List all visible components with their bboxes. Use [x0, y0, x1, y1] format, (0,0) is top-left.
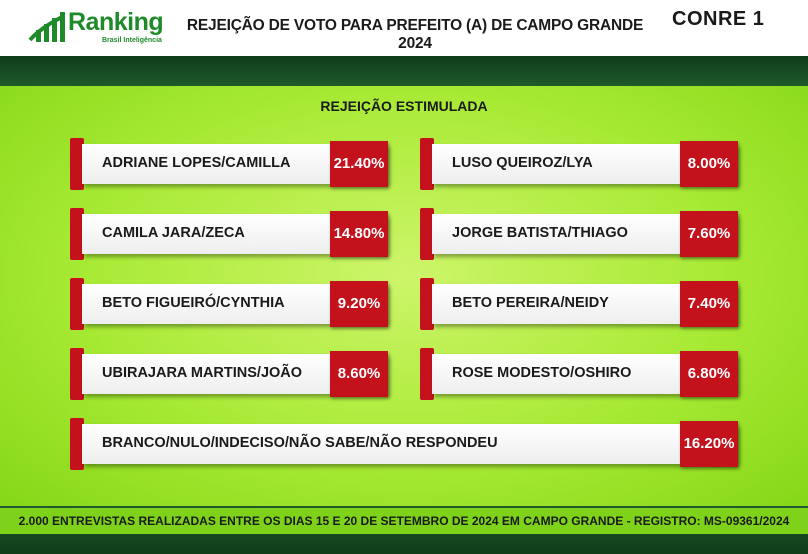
- result-card: ADRIANE LOPES/CAMILLA 21.40%: [70, 138, 388, 190]
- result-card: BRANCO/NULO/INDECISO/NÃO SABE/NÃO RESPON…: [70, 418, 738, 470]
- card-red-tab: [420, 208, 434, 260]
- conre-logo: CONRE 1: [672, 8, 792, 48]
- candidate-label: BETO FIGUEIRÓ/CYNTHIA: [102, 295, 285, 311]
- card-body: BETO PEREIRA/NEIDY 7.40%: [432, 281, 738, 327]
- candidate-label: BRANCO/NULO/INDECISO/NÃO SABE/NÃO RESPON…: [102, 435, 498, 451]
- result-card: BETO FIGUEIRÓ/CYNTHIA 9.20%: [70, 278, 388, 330]
- rejection-value: 9.20%: [330, 281, 388, 327]
- card-body: BRANCO/NULO/INDECISO/NÃO SABE/NÃO RESPON…: [82, 421, 738, 467]
- card-body: ADRIANE LOPES/CAMILLA 21.40%: [82, 141, 388, 187]
- card-body: ROSE MODESTO/OSHIRO 6.80%: [432, 351, 738, 397]
- result-card: JORGE BATISTA/THIAGO 7.60%: [420, 208, 738, 260]
- result-card: ROSE MODESTO/OSHIRO 6.80%: [420, 348, 738, 400]
- ranking-chart-icon: [28, 12, 65, 42]
- card-red-tab: [70, 208, 84, 260]
- card-body: BETO FIGUEIRÓ/CYNTHIA 9.20%: [82, 281, 388, 327]
- candidate-label: ROSE MODESTO/OSHIRO: [452, 365, 632, 381]
- rejection-value: 7.40%: [680, 281, 738, 327]
- candidate-label: UBIRAJARA MARTINS/JOÃO: [102, 365, 303, 381]
- rejection-value: 21.40%: [330, 141, 388, 187]
- card-red-tab: [420, 348, 434, 400]
- result-card: BETO PEREIRA/NEIDY 7.40%: [420, 278, 738, 330]
- ranking-logo: Ranking Brasil Inteligência: [26, 6, 166, 48]
- ranking-brand-sub: Brasil Inteligência: [102, 37, 162, 44]
- rejection-value: 8.00%: [680, 141, 738, 187]
- conre-logo-text: CONRE 1: [672, 8, 765, 30]
- card-body: CAMILA JARA/ZECA 14.80%: [82, 211, 388, 257]
- card-body: LUSO QUEIROZ/LYA 8.00%: [432, 141, 738, 187]
- page-title: REJEIÇÃO DE VOTO PARA PREFEITO (A) DE CA…: [186, 17, 644, 52]
- rejection-value: 14.80%: [330, 211, 388, 257]
- card-red-tab: [70, 418, 84, 470]
- card-red-tab: [70, 278, 84, 330]
- card-red-tab: [70, 348, 84, 400]
- card-body: JORGE BATISTA/THIAGO 7.60%: [432, 211, 738, 257]
- result-card: LUSO QUEIROZ/LYA 8.00%: [420, 138, 738, 190]
- rejection-value: 8.60%: [330, 351, 388, 397]
- card-red-tab: [420, 278, 434, 330]
- candidate-label: CAMILA JARA/ZECA: [102, 225, 245, 241]
- top-band: [0, 56, 808, 86]
- result-card: CAMILA JARA/ZECA 14.80%: [70, 208, 388, 260]
- result-card: UBIRAJARA MARTINS/JOÃO 8.60%: [70, 348, 388, 400]
- ranking-brand-name: Ranking: [68, 8, 164, 36]
- card-red-tab: [420, 138, 434, 190]
- rejection-value: 6.80%: [680, 351, 738, 397]
- card-red-tab: [70, 138, 84, 190]
- candidate-label: ADRIANE LOPES/CAMILLA: [102, 155, 291, 171]
- candidate-label: JORGE BATISTA/THIAGO: [452, 225, 628, 241]
- rejection-value: 7.60%: [680, 211, 738, 257]
- rejection-value: 16.20%: [680, 421, 738, 467]
- chart-subtitle: REJEIÇÃO ESTIMULADA: [320, 98, 488, 114]
- card-body: UBIRAJARA MARTINS/JOÃO 8.60%: [82, 351, 388, 397]
- candidate-label: BETO PEREIRA/NEIDY: [452, 295, 609, 311]
- header: Ranking Brasil Inteligência REJEIÇÃO DE …: [0, 0, 808, 56]
- footer-note: 2.000 ENTREVISTAS REALIZADAS ENTRE OS DI…: [0, 508, 808, 534]
- candidate-label: LUSO QUEIROZ/LYA: [452, 155, 593, 171]
